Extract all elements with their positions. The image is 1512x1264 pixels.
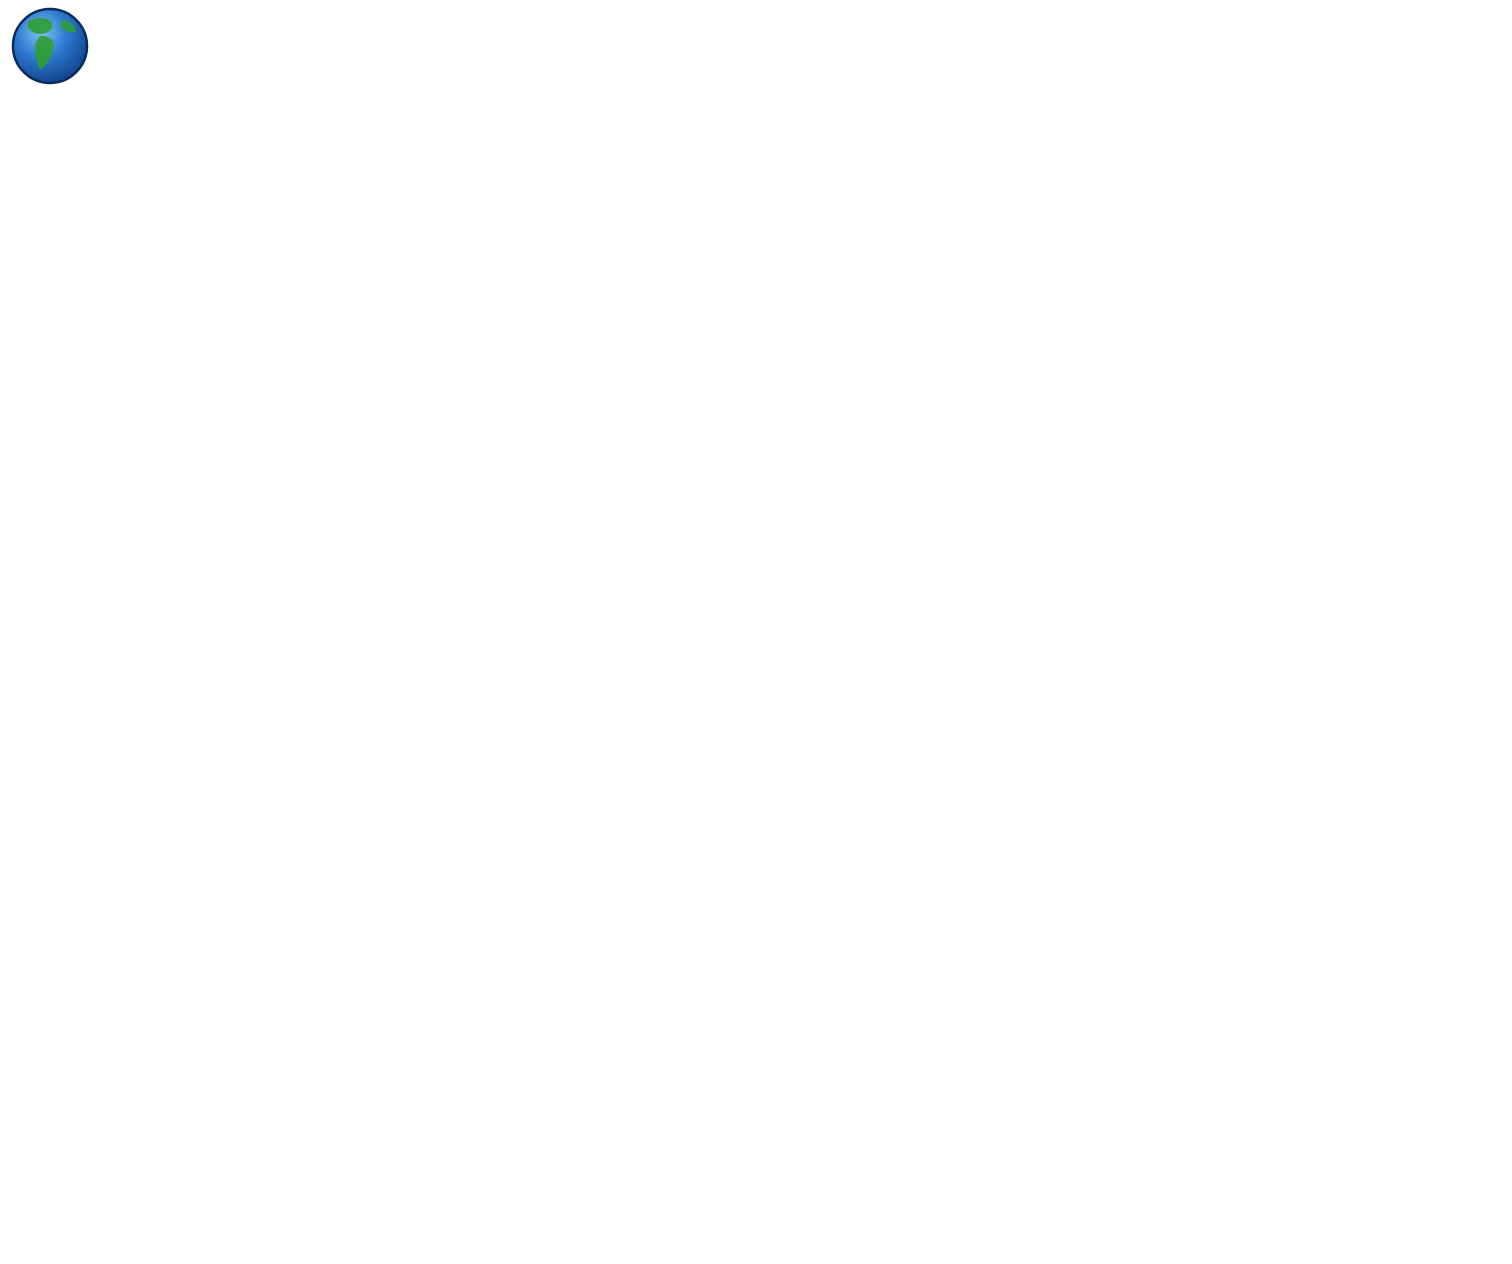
coaps-logo-globe	[11, 7, 89, 85]
globe-land-north	[27, 17, 53, 34]
globe-land-south	[35, 35, 54, 70]
globe-land-east	[60, 20, 76, 33]
coaps-logo	[10, 6, 90, 86]
